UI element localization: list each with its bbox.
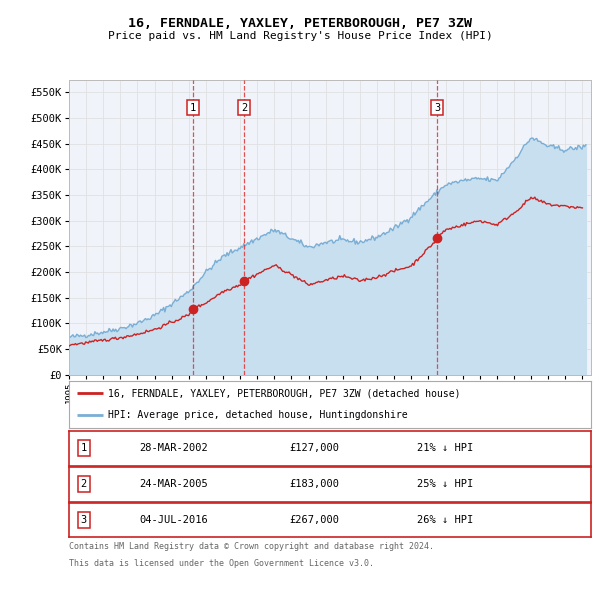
Text: 24-MAR-2005: 24-MAR-2005 [139,480,208,489]
Text: 1: 1 [80,444,87,453]
Text: 3: 3 [434,103,440,113]
Text: 26% ↓ HPI: 26% ↓ HPI [417,516,473,525]
Text: This data is licensed under the Open Government Licence v3.0.: This data is licensed under the Open Gov… [69,559,374,568]
Text: 25% ↓ HPI: 25% ↓ HPI [417,480,473,489]
Text: 21% ↓ HPI: 21% ↓ HPI [417,444,473,453]
Text: 04-JUL-2016: 04-JUL-2016 [139,516,208,525]
Text: £183,000: £183,000 [289,480,340,489]
Text: 2: 2 [80,480,87,489]
Text: Price paid vs. HM Land Registry's House Price Index (HPI): Price paid vs. HM Land Registry's House … [107,31,493,41]
Text: HPI: Average price, detached house, Huntingdonshire: HPI: Average price, detached house, Hunt… [108,410,408,420]
Text: 2: 2 [241,103,247,113]
Text: £267,000: £267,000 [289,516,340,525]
Text: 1: 1 [190,103,196,113]
Text: 16, FERNDALE, YAXLEY, PETERBOROUGH, PE7 3ZW (detached house): 16, FERNDALE, YAXLEY, PETERBOROUGH, PE7 … [108,388,461,398]
Text: £127,000: £127,000 [289,444,340,453]
Text: 3: 3 [80,516,87,525]
Text: 28-MAR-2002: 28-MAR-2002 [139,444,208,453]
Text: Contains HM Land Registry data © Crown copyright and database right 2024.: Contains HM Land Registry data © Crown c… [69,542,434,551]
Text: 16, FERNDALE, YAXLEY, PETERBOROUGH, PE7 3ZW: 16, FERNDALE, YAXLEY, PETERBOROUGH, PE7 … [128,17,472,30]
